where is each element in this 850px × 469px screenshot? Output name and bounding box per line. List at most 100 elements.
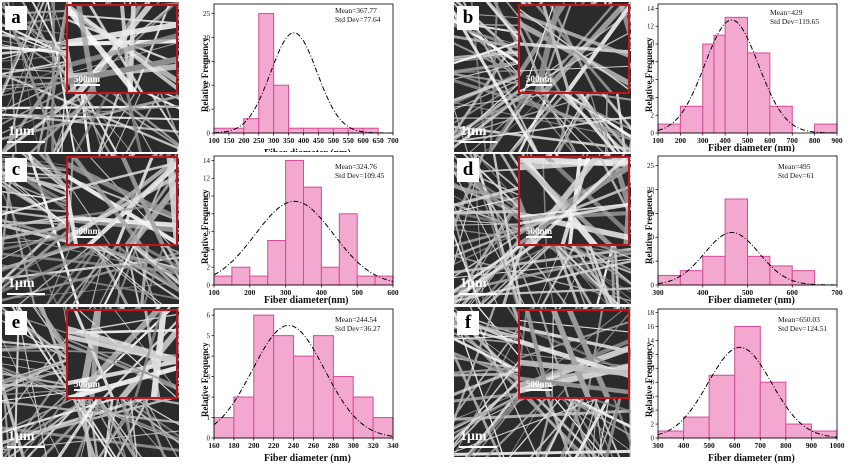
x-tick-label: 300 bbox=[280, 288, 292, 297]
histogram-bar bbox=[356, 275, 376, 286]
sem-inset: 500nm bbox=[66, 309, 178, 399]
normal-fit-curve bbox=[213, 324, 394, 437]
fiber bbox=[51, 2, 56, 152]
fiber bbox=[68, 174, 176, 239]
y-axis-label: Relative Frequency bbox=[200, 37, 210, 112]
x-axis-label: Fiber diameter (nm) bbox=[708, 453, 795, 464]
fiber bbox=[520, 203, 628, 218]
x-tick-label: 600 bbox=[729, 441, 741, 450]
histogram-bar bbox=[769, 105, 793, 134]
fiber bbox=[520, 17, 561, 92]
histogram-bar bbox=[372, 417, 394, 439]
histogram-bar bbox=[273, 335, 295, 439]
x-tick-label: 220 bbox=[268, 441, 280, 450]
fiber bbox=[43, 2, 70, 152]
x-tick-label: 450 bbox=[313, 136, 325, 145]
fiber bbox=[166, 158, 176, 244]
y-tick-label: 15 bbox=[203, 58, 211, 66]
fiber bbox=[134, 311, 163, 397]
scale-bar bbox=[7, 141, 45, 143]
inset-texture bbox=[68, 6, 176, 92]
stats-std: Std Dev=119.65 bbox=[770, 17, 819, 26]
y-tick-label: 6 bbox=[207, 312, 211, 320]
x-tick-label: 600 bbox=[764, 136, 776, 145]
y-tick-label: 2 bbox=[207, 394, 211, 402]
fiber bbox=[542, 6, 571, 92]
scale-bar bbox=[7, 293, 45, 295]
scale-label: 1μm bbox=[8, 124, 35, 139]
fiber bbox=[520, 8, 628, 90]
x-tick-label: 100 bbox=[652, 136, 664, 145]
x-tick-label: 150 bbox=[223, 136, 235, 145]
y-tick-label: 10 bbox=[203, 82, 211, 90]
inset-scale-label: 500nm bbox=[526, 74, 553, 86]
histogram-bar bbox=[702, 43, 715, 134]
y-tick-label: 0 bbox=[207, 130, 211, 138]
histogram-bar bbox=[317, 127, 334, 134]
fiber bbox=[454, 247, 631, 274]
fiber bbox=[454, 71, 631, 141]
x-tick-label: 900 bbox=[806, 441, 818, 450]
y-tick-label: 4 bbox=[651, 94, 655, 102]
fiber bbox=[2, 282, 179, 300]
histogram-svg: 100 200 300 400 500 600 0 2 4 6 8 10 12 14 bbox=[203, 155, 399, 297]
scale-bar bbox=[7, 446, 45, 448]
panel-letter: e bbox=[5, 311, 27, 335]
histogram-bar bbox=[352, 396, 374, 439]
y-tick-label: 8 bbox=[651, 379, 655, 387]
scale-label: 1μm bbox=[460, 276, 487, 291]
panel-f: 500nm f 1μm 300 400 500 600 700 800 900 1000 0 2 4… bbox=[452, 305, 850, 464]
plot-frame bbox=[213, 155, 394, 286]
y-tick-label: 5 bbox=[207, 106, 211, 114]
histogram-bar bbox=[231, 266, 251, 286]
x-tick-label: 340 bbox=[387, 441, 399, 450]
panel-letter: c bbox=[5, 158, 27, 182]
fiber bbox=[492, 154, 522, 304]
stats-box: Mean=650.03 Std Dev=124.51 bbox=[778, 315, 827, 333]
x-tick-label: 300 bbox=[268, 136, 280, 145]
fiber bbox=[599, 158, 628, 214]
histogram-bar bbox=[312, 335, 334, 439]
histogram-svg: 300 400 500 600 700 800 900 1000 0 2 4 6 8 10 12 14 16 18 bbox=[647, 308, 845, 450]
stats-std: Std Dev=109.45 bbox=[335, 171, 385, 180]
histogram-bar bbox=[702, 255, 726, 286]
x-tick-label: 260 bbox=[308, 441, 320, 450]
x-axis-label: Fiber diameter (nm) bbox=[708, 143, 795, 154]
y-tick-label: 4 bbox=[207, 246, 211, 254]
histogram: 100 200 300 400 500 600 0 2 4 6 8 10 12 14 Mean=324.7… bbox=[198, 152, 403, 308]
histogram-bar bbox=[713, 34, 726, 134]
histogram-bar bbox=[734, 325, 761, 439]
x-tick-label: 500 bbox=[328, 136, 340, 145]
y-tick-label: 18 bbox=[647, 309, 655, 317]
x-tick-label: 400 bbox=[298, 136, 310, 145]
sem-image: 500nm f 1μm bbox=[454, 307, 631, 457]
panel-e: 500nm e 1μm 160 180 200 220 240 260 280 300 320 3… bbox=[0, 305, 425, 464]
histogram-bar bbox=[288, 127, 305, 134]
fiber bbox=[454, 259, 631, 303]
fiber bbox=[551, 311, 554, 397]
fiber bbox=[489, 2, 499, 152]
y-axis-label: Relative Frequency bbox=[200, 189, 210, 264]
sem-inset: 500nm bbox=[66, 4, 178, 94]
y-tick-label: 20 bbox=[647, 186, 655, 194]
inset-scale-label: 500nm bbox=[526, 379, 553, 391]
fiber bbox=[454, 78, 631, 138]
x-tick-label: 160 bbox=[208, 441, 220, 450]
fiber bbox=[539, 311, 570, 397]
y-tick-label: 10 bbox=[203, 193, 211, 201]
fiber bbox=[2, 426, 179, 452]
fiber bbox=[68, 6, 138, 92]
scale-bar bbox=[459, 446, 497, 448]
y-tick-label: 25 bbox=[203, 10, 211, 18]
y-tick-label: 14 bbox=[647, 337, 655, 345]
y-tick-label: 3 bbox=[207, 373, 211, 381]
panel-letter: a bbox=[5, 6, 27, 30]
inset-scale-label: 500nm bbox=[74, 74, 101, 86]
stats-box: Mean=367.77 Std Dev=77.64 bbox=[335, 6, 380, 24]
fiber bbox=[2, 337, 62, 457]
fiber bbox=[520, 158, 628, 171]
x-tick-label: 700 bbox=[787, 136, 799, 145]
panel-b: 500nm b 1μm 100 200 300 400 500 600 700 800 900 0… bbox=[452, 0, 850, 156]
sem-inset: 500nm bbox=[518, 156, 630, 246]
y-tick-label: 5 bbox=[207, 332, 211, 340]
